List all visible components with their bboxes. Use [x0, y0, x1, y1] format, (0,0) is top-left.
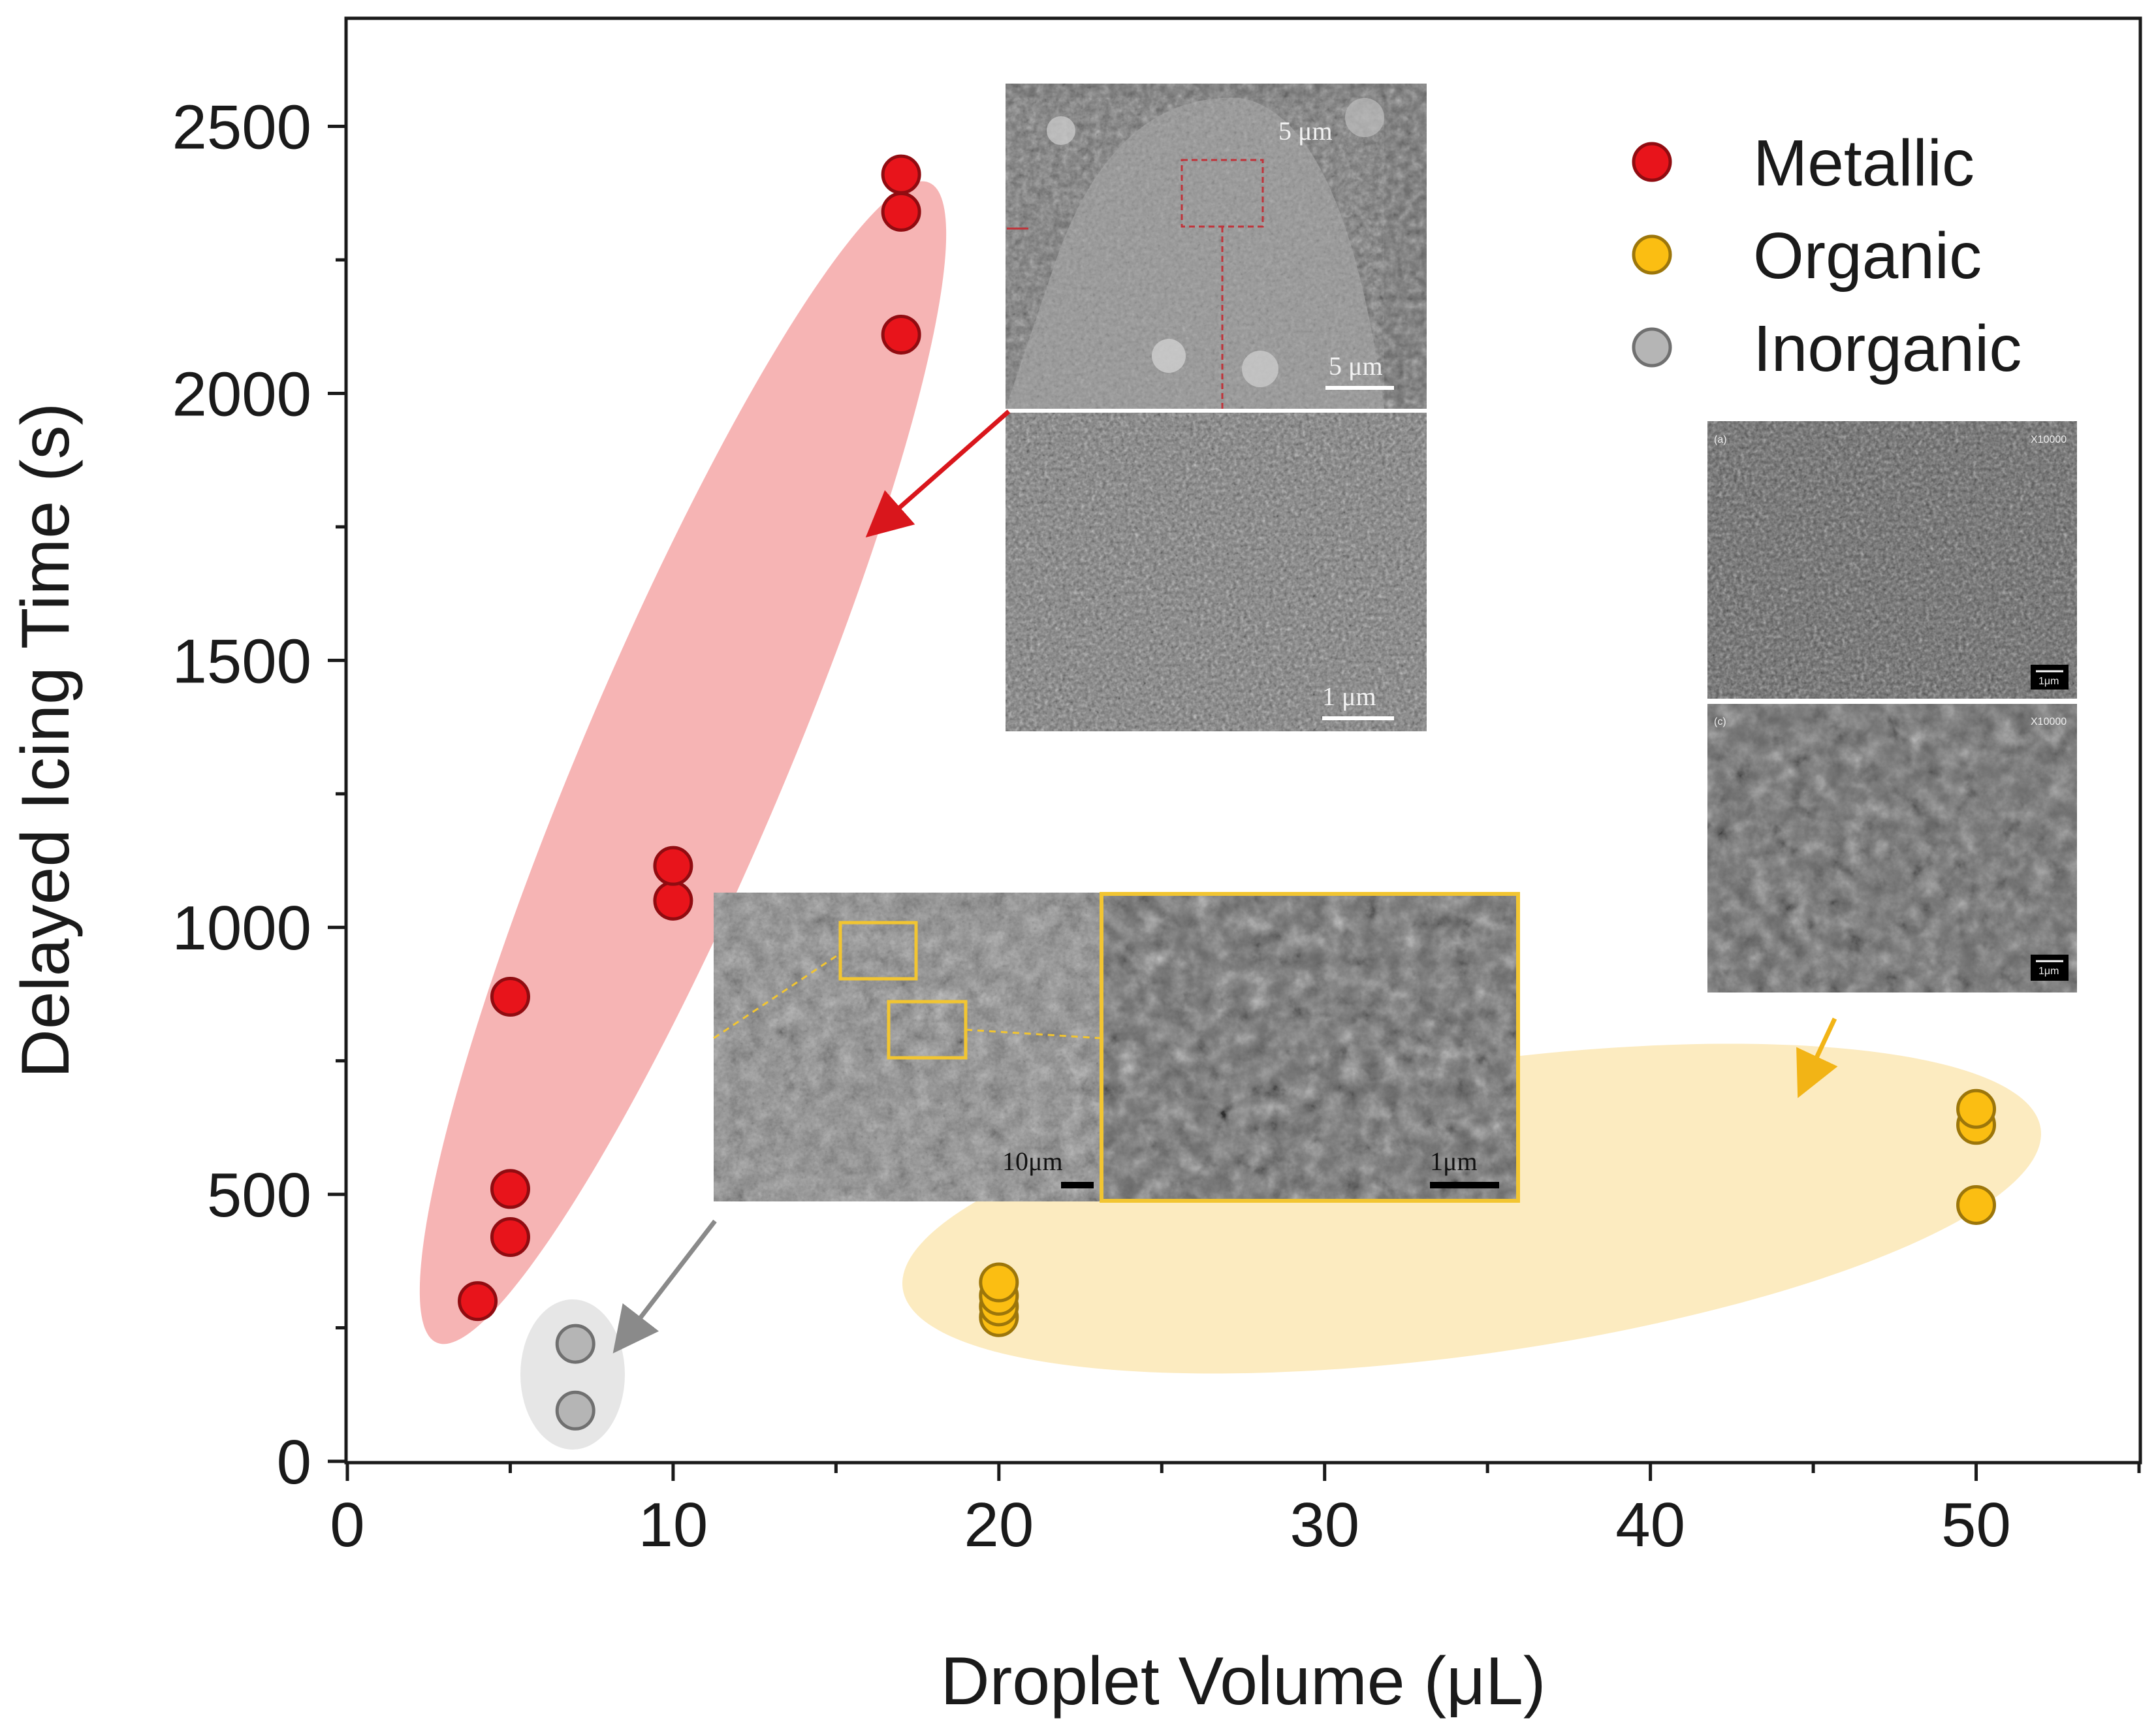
inorganic-right-scale-label: 1μm	[1430, 1147, 1478, 1176]
legend: Metallic Organic Inorganic	[1632, 127, 2021, 385]
metallic-bottom-scale-label: 1 μm	[1322, 682, 1376, 711]
metallic-point	[458, 1281, 498, 1322]
metallic-sem-bottom-image: 1 μm	[1006, 413, 1427, 731]
y-axis-title: Delayed Icing Time (s)	[8, 403, 84, 1079]
pointer-arrows	[612, 409, 1838, 1354]
organic-top-scale-label: 1μm	[2038, 676, 2059, 687]
organic-top-right-label: X10000	[2031, 434, 2067, 445]
y-tick-label: 0	[277, 1427, 311, 1497]
metallic-top-corner-label: 5 μm	[1278, 116, 1333, 146]
organic-point	[979, 1262, 1019, 1303]
y-tick-label: 2500	[172, 93, 311, 163]
organic-pointer-arrow	[1796, 1017, 1838, 1098]
organic-sem-top-image: (a) X10000 1μm	[1707, 421, 2077, 699]
metallic-point	[653, 880, 693, 921]
x-tick-label: 20	[964, 1490, 1034, 1560]
metallic-series	[458, 154, 921, 1322]
metallic-region	[419, 181, 947, 1344]
metallic-legend-marker	[1632, 142, 1672, 182]
organic-bottom-scale-label: 1μm	[2038, 966, 2059, 977]
plot-frame	[344, 16, 2142, 1465]
metallic-point	[490, 1217, 530, 1258]
metallic-point	[653, 846, 693, 886]
organic-legend-label: Organic	[1753, 219, 1982, 293]
y-axis-ticks: 0 500 1000 1500 2000 2500	[172, 93, 347, 1497]
inorganic-series	[555, 1324, 595, 1431]
y-tick-label: 2000	[172, 359, 311, 429]
inorganic-legend-label: Inorganic	[1753, 312, 2021, 385]
x-tick-label: 0	[330, 1490, 364, 1560]
organic-sem-inset: (a) X10000 1μm (c) X10000 1μm	[1707, 421, 2077, 993]
y-tick-label: 1500	[172, 626, 311, 696]
organic-bottom-left-label: (c)	[1714, 716, 1726, 727]
inorganic-sem-left-image: 10μm	[713, 893, 1102, 1201]
organic-sem-bottom-image: (c) X10000 1μm	[1707, 704, 2077, 993]
x-tick-label: 50	[1941, 1490, 2011, 1560]
inorganic-region	[520, 1299, 625, 1450]
inorganic-pointer-arrow	[612, 1219, 717, 1354]
x-axis-ticks: 0 10 20 30 40 50	[330, 1461, 2141, 1560]
metallic-sem-top-image: 5 μm 5 μm	[1006, 84, 1427, 437]
metallic-point	[881, 191, 921, 232]
inorganic-sem-inset: 10μm 1μm	[713, 892, 1520, 1203]
x-tick-label: 40	[1615, 1490, 1685, 1560]
metallic-top-scale-label: 5 μm	[1329, 351, 1383, 381]
organic-point	[1956, 1184, 1997, 1225]
metallic-point	[490, 977, 530, 1017]
x-tick-label: 30	[1290, 1490, 1359, 1560]
inorganic-point	[555, 1324, 595, 1364]
metallic-pointer-arrow	[865, 409, 1011, 538]
y-tick-label: 500	[207, 1160, 311, 1230]
metallic-point	[490, 1169, 530, 1209]
x-tick-label: 10	[639, 1490, 708, 1560]
inorganic-sem-right-image: 1μm	[1100, 892, 1520, 1203]
x-axis-title: Droplet Volume (μL)	[941, 1644, 1546, 1719]
metallic-point	[881, 154, 921, 195]
inorganic-point	[555, 1390, 595, 1431]
metallic-sem-inset: 5 μm 5 μm 1 μm	[1006, 84, 1427, 731]
metallic-point	[881, 314, 921, 355]
metallic-legend-label: Metallic	[1753, 127, 1974, 200]
inorganic-left-scale-label: 10μm	[1002, 1147, 1063, 1176]
organic-top-left-label: (a)	[1714, 434, 1727, 445]
organic-point	[1956, 1088, 1997, 1129]
data-points	[458, 154, 1997, 1431]
organic-bottom-right-label: X10000	[2031, 716, 2067, 727]
inorganic-legend-marker	[1632, 327, 1672, 368]
y-tick-label: 1000	[172, 893, 311, 963]
organic-series	[979, 1088, 1997, 1337]
organic-legend-marker	[1632, 234, 1672, 275]
